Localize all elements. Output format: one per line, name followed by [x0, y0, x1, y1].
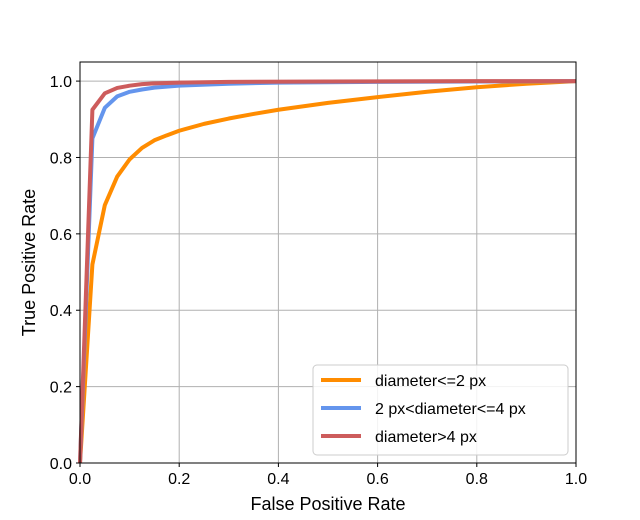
- axis-ticks: 0.0 0.2 0.4 0.6 0.8 1.0 0.0 0.2 0.4 0.6 0.8 1.0: [50, 74, 587, 488]
- legend-label: 2 px<diameter<=4 px: [375, 401, 526, 418]
- y-tick-label: 0.8: [50, 150, 72, 167]
- x-tick-label: 0.8: [466, 471, 488, 488]
- x-tick-label: 0.6: [366, 471, 388, 488]
- series-lines: [78, 79, 577, 464]
- x-tick-label: 0.2: [168, 471, 190, 488]
- y-tick-label: 0.0: [50, 456, 72, 473]
- x-tick-label: 1.0: [565, 471, 587, 488]
- series-line-3: [78, 79, 576, 464]
- series-line-1: [78, 79, 577, 464]
- axes-frame: [79, 61, 577, 464]
- y-tick-label: 0.6: [50, 227, 72, 244]
- legend-label: diameter<=2 px: [375, 373, 486, 390]
- x-tick-label: 0.4: [267, 471, 289, 488]
- legend-box: [312, 364, 569, 456]
- y-axis-label: True Positive Rate: [19, 189, 39, 336]
- x-tick-label: 0.0: [69, 471, 91, 488]
- y-tick-label: 0.2: [50, 380, 72, 397]
- legend: diameter<=2 px 2 px<diameter<=4 px diamete…: [312, 364, 569, 456]
- legend-label: diameter>4 px: [375, 429, 477, 446]
- x-axis-label: False Positive Rate: [250, 494, 405, 514]
- y-tick-label: 1.0: [50, 74, 72, 91]
- y-tick-label: 0.4: [50, 303, 72, 320]
